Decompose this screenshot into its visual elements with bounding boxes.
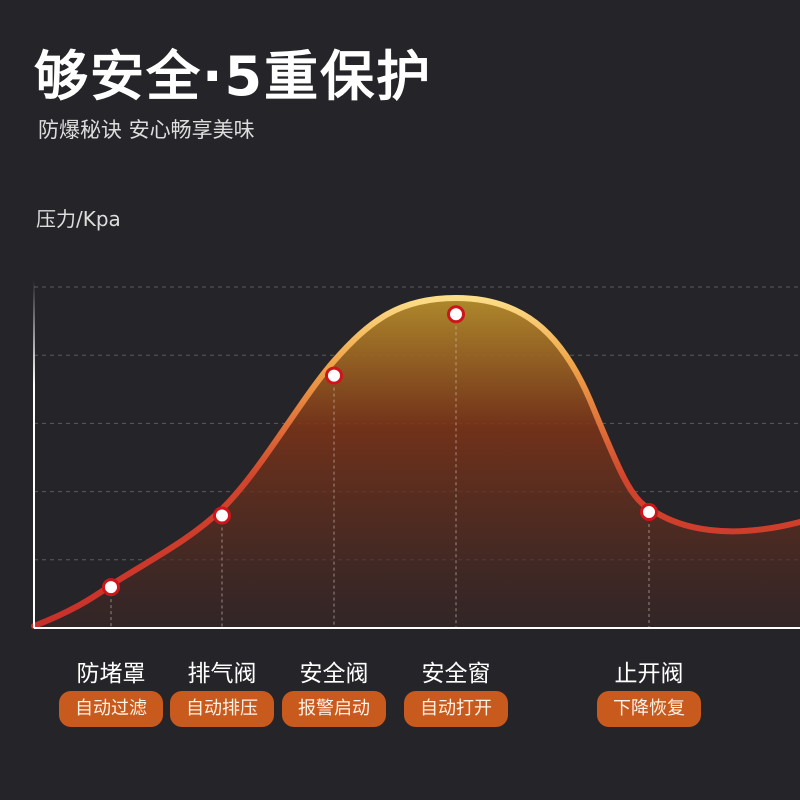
category-label: 安全阀: [299, 661, 369, 687]
data-point-marker: [213, 506, 231, 525]
data-point-marker: [325, 366, 343, 385]
area-fill: [34, 298, 800, 628]
category-label: 排气阀: [187, 661, 257, 687]
page-title: 够安全·5重保护: [34, 45, 433, 108]
category-label: 安全窗: [421, 661, 491, 687]
y-axis-label: 压力/Kpa: [36, 207, 121, 231]
feature-badge: 自动过滤: [59, 691, 163, 727]
category-label: 防堵罩: [76, 661, 146, 687]
data-point-marker: [640, 503, 658, 522]
page-subtitle: 防爆秘诀 安心畅享美味: [38, 118, 255, 142]
feature-badge: 自动排压: [170, 691, 274, 727]
category-label: 止开阀: [614, 661, 684, 687]
data-point-marker: [102, 578, 120, 597]
feature-badge: 下降恢复: [597, 691, 701, 727]
data-point-marker: [447, 305, 465, 324]
feature-badge: 自动打开: [404, 691, 508, 727]
feature-badge: 报警启动: [282, 691, 386, 727]
